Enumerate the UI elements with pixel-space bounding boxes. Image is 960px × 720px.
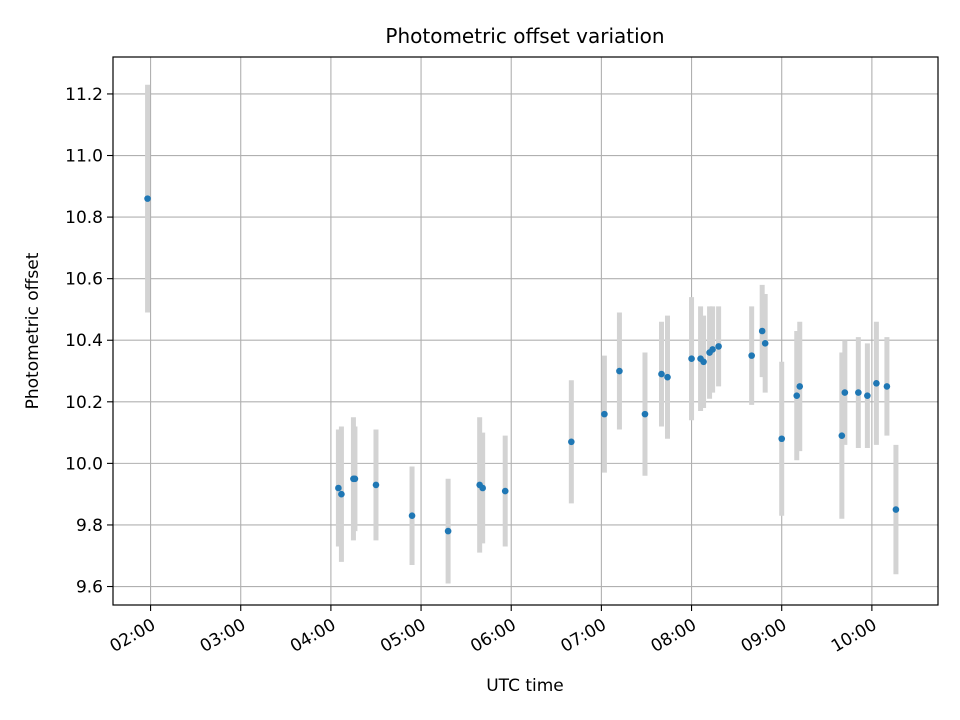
data-point [335, 484, 342, 492]
y-tick-label: 9.8 [76, 516, 103, 536]
data-point [338, 490, 345, 498]
data-point [709, 346, 716, 353]
data-point [761, 340, 769, 347]
data-point [758, 327, 766, 335]
data-point [688, 355, 695, 363]
data-point [715, 343, 722, 350]
data-point [664, 373, 671, 381]
y-tick-label: 9.6 [76, 578, 103, 598]
y-tick-label: 10.6 [65, 270, 103, 290]
data-point [144, 195, 151, 202]
data-point [568, 438, 575, 446]
data-point [841, 389, 849, 396]
data-point [873, 380, 880, 387]
x-axis-label: UTC time [486, 676, 564, 696]
data-point [641, 410, 649, 418]
y-axis-label: Photometric offset [23, 252, 43, 409]
y-tick-label: 11.2 [65, 85, 103, 105]
data-point [601, 410, 608, 418]
data-point [778, 435, 786, 443]
data-point [351, 475, 359, 483]
data-point [793, 392, 801, 399]
chart-title: Photometric offset variation [385, 24, 664, 48]
y-tick-label: 10.0 [65, 454, 103, 474]
data-point [479, 484, 486, 492]
data-point [864, 392, 871, 399]
point-layer [144, 195, 900, 535]
plot-frame [112, 56, 939, 606]
data-point [501, 487, 509, 495]
y-tick-label: 10.4 [65, 331, 103, 351]
data-point [855, 389, 862, 396]
data-point [372, 481, 380, 489]
data-point [892, 506, 900, 513]
data-point [616, 367, 623, 375]
data-point [700, 358, 707, 366]
y-tick-label: 10.8 [65, 208, 103, 228]
y-tick-label: 11.0 [65, 147, 103, 167]
data-point [883, 383, 891, 390]
data-point [748, 352, 755, 359]
data-point [444, 527, 452, 535]
y-tick-layer: 9.6 9.8 10.0 10.2 10.4 10.6 10.8 11.0 11.2 [65, 85, 113, 598]
data-point [796, 383, 804, 390]
y-tick-label: 10.2 [65, 393, 103, 413]
data-point [838, 432, 846, 439]
data-point [658, 370, 665, 378]
data-point [408, 512, 416, 520]
